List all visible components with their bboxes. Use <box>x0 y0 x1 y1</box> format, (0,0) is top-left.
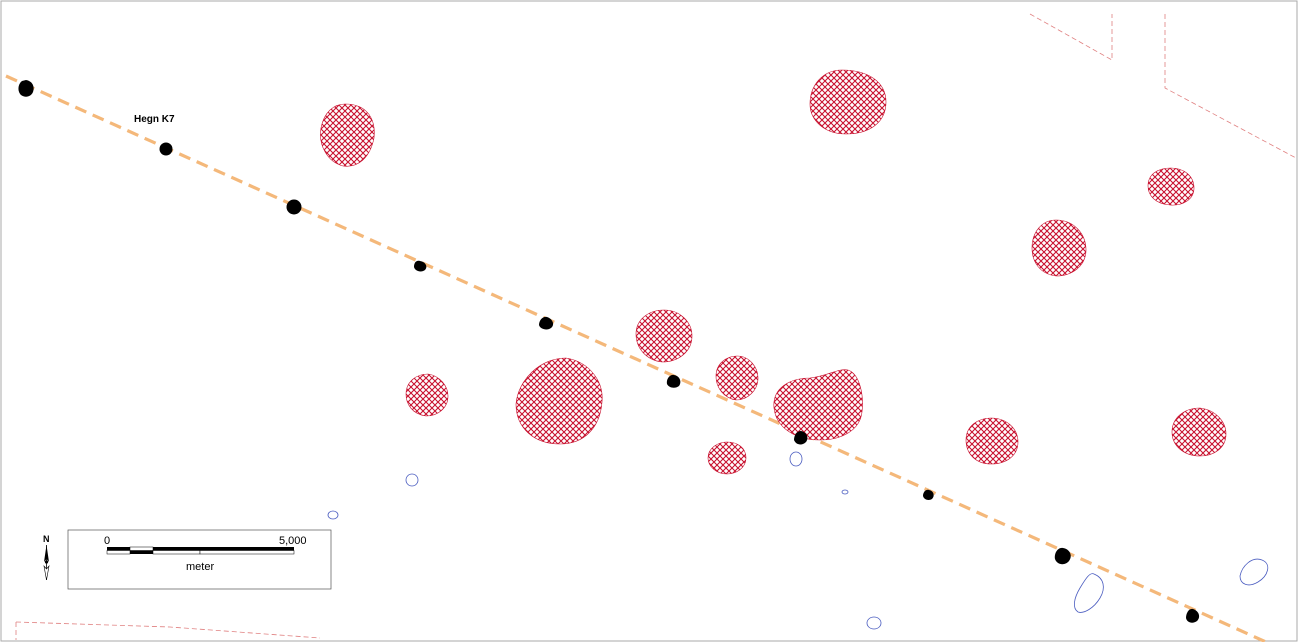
fence-posts <box>18 80 1200 623</box>
fence-label: Hegn K7 <box>134 114 175 125</box>
outline-feature <box>841 489 849 495</box>
fence-post <box>923 489 934 500</box>
pit-feature <box>1147 167 1195 206</box>
pit-feature <box>405 373 449 417</box>
fence-post <box>159 142 173 156</box>
fence-post <box>414 260 427 272</box>
outline-feature <box>327 510 339 520</box>
north-arrow-icon: N <box>43 534 50 581</box>
fence-post <box>286 199 302 215</box>
fence-post <box>1186 608 1200 623</box>
outline-features <box>327 451 1269 630</box>
pit-feature <box>515 357 603 445</box>
scale-end-label: 5,000 <box>279 535 307 547</box>
fence-post <box>666 374 681 388</box>
fence-line <box>5 74 1267 642</box>
pit-feature <box>707 441 747 475</box>
fence-post <box>794 431 808 445</box>
scale-unit-label: meter <box>186 561 214 573</box>
scale-bar-box <box>67 529 332 590</box>
property-boundaries <box>15 13 1297 640</box>
pit-feature <box>1031 219 1087 277</box>
pit-feature <box>715 355 759 401</box>
scale-start-label: 0 <box>104 535 110 547</box>
outline-feature <box>1239 558 1269 586</box>
pit-feature <box>1171 407 1227 457</box>
pit-feature <box>965 417 1019 465</box>
fence-post <box>18 80 34 97</box>
pit-feature <box>809 69 887 135</box>
pit-feature <box>773 369 863 441</box>
pit-features <box>320 69 1227 475</box>
scale-bar: 0 5,000 meter <box>67 529 332 590</box>
pit-feature <box>320 103 375 167</box>
north-arrow-letter: N <box>43 534 50 544</box>
fence-post <box>1054 547 1071 565</box>
fence-post <box>539 316 554 330</box>
outline-feature <box>1074 573 1104 613</box>
outline-feature <box>405 473 419 487</box>
pit-feature <box>635 309 693 363</box>
outline-feature <box>866 616 882 630</box>
outline-feature <box>789 451 803 467</box>
